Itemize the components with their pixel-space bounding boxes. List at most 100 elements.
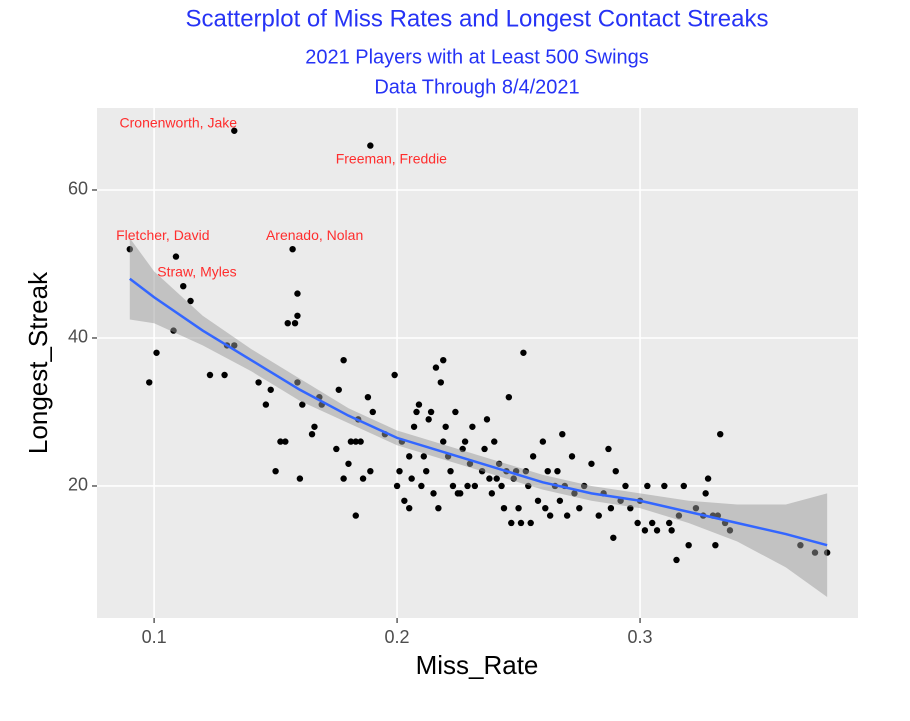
point <box>206 371 214 379</box>
point <box>432 364 440 371</box>
point <box>153 349 160 356</box>
point <box>464 482 471 490</box>
annotation: Arenado, Nolan <box>266 227 363 243</box>
point <box>423 467 430 475</box>
point <box>359 475 367 482</box>
point <box>546 512 554 519</box>
point <box>554 467 561 475</box>
point <box>595 512 602 519</box>
point <box>267 386 274 393</box>
point <box>568 453 576 460</box>
point <box>369 408 376 416</box>
point <box>296 475 304 482</box>
point <box>666 519 673 527</box>
point <box>146 379 153 386</box>
chart-subtitle: Data Through 8/4/2021 <box>374 76 579 98</box>
point <box>420 453 428 460</box>
point <box>282 438 289 445</box>
x-tick-label: 0.3 <box>628 627 653 647</box>
point <box>396 467 403 475</box>
point <box>461 438 469 445</box>
point <box>661 482 668 490</box>
point <box>221 371 228 379</box>
point <box>486 475 493 482</box>
point <box>447 467 454 475</box>
point <box>634 519 641 527</box>
point <box>410 423 418 430</box>
point <box>442 423 449 430</box>
y-tick-label: 40 <box>68 327 88 347</box>
point <box>605 445 612 453</box>
point <box>457 490 464 497</box>
y-tick-label: 20 <box>68 475 88 495</box>
point <box>180 282 187 290</box>
point <box>406 453 413 460</box>
point <box>717 430 724 438</box>
point <box>352 438 359 445</box>
x-axis-label: Miss_Rate <box>416 650 539 680</box>
point <box>413 408 420 416</box>
point <box>415 401 423 408</box>
point <box>685 541 692 549</box>
point <box>505 393 513 401</box>
point <box>644 482 651 490</box>
point <box>427 408 435 416</box>
point <box>401 497 408 504</box>
smooth-line <box>129 277 828 547</box>
point <box>255 379 262 386</box>
point <box>437 379 445 386</box>
point <box>291 319 299 327</box>
point <box>425 416 432 423</box>
point <box>452 408 459 416</box>
point <box>391 371 398 379</box>
x-tick-label: 0.2 <box>385 627 410 647</box>
y-tick-label: 60 <box>68 179 88 199</box>
point <box>231 127 238 134</box>
point <box>673 556 680 564</box>
point <box>500 504 508 512</box>
point <box>534 497 542 504</box>
point <box>294 290 301 297</box>
point <box>712 541 719 549</box>
point <box>515 504 522 512</box>
point <box>367 467 374 475</box>
point <box>345 460 352 467</box>
point <box>352 512 359 519</box>
point <box>277 438 284 445</box>
point <box>440 438 447 445</box>
point <box>702 490 709 497</box>
point <box>488 490 496 497</box>
point <box>340 475 347 482</box>
point <box>704 475 712 482</box>
point <box>520 349 527 356</box>
point <box>648 519 656 527</box>
point <box>491 438 498 445</box>
point <box>294 312 301 319</box>
annotation: Cronenworth, Jake <box>120 114 238 130</box>
point <box>508 519 515 527</box>
point <box>364 393 372 401</box>
point <box>440 356 447 364</box>
point <box>418 482 425 490</box>
point <box>556 497 564 504</box>
chart-title: Scatterplot of Miss Rates and Longest Co… <box>186 5 769 32</box>
point <box>284 319 291 327</box>
point <box>653 527 661 534</box>
point <box>493 475 500 482</box>
point <box>408 475 415 482</box>
point <box>610 534 617 541</box>
point <box>333 445 340 453</box>
point <box>262 401 270 408</box>
point <box>289 245 296 253</box>
point <box>612 467 619 475</box>
point <box>430 490 437 497</box>
annotation: Freeman, Freddie <box>336 150 447 166</box>
point <box>299 401 306 408</box>
point <box>393 482 401 490</box>
point <box>311 423 318 430</box>
point <box>406 504 413 512</box>
x-tick-label: 0.1 <box>142 627 167 647</box>
point <box>449 482 457 490</box>
confidence-band <box>129 238 828 597</box>
point <box>680 482 687 490</box>
